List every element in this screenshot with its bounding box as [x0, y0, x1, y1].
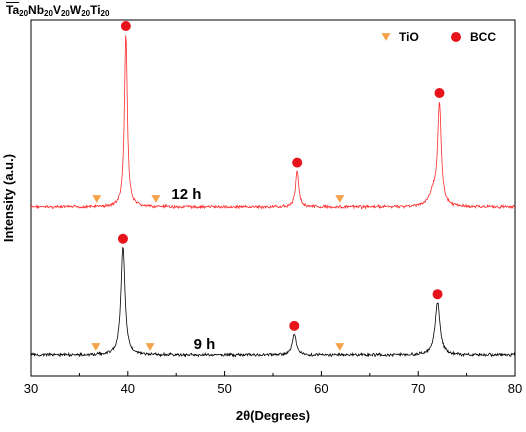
plot-border [30, 19, 516, 377]
tio-marker-icon [145, 343, 155, 351]
x-axis-title: 2θ(Degrees) [236, 408, 310, 423]
tio-marker-icon [151, 195, 161, 203]
tio-marker-icon [335, 195, 345, 203]
title-part: Nb [28, 3, 45, 17]
bcc-marker-icon [432, 289, 443, 300]
y-axis-title: Intensity (a.u.) [1, 154, 16, 242]
x-axis: 30 40 50 60 70 80 [24, 371, 522, 396]
title-part: V [52, 3, 61, 17]
x-tick-label: 30 [24, 381, 38, 396]
title-part: Ta [6, 3, 20, 17]
x-tick-label: 50 [217, 381, 231, 396]
title-part: 20 [60, 9, 70, 18]
phase-markers [91, 20, 445, 351]
legend-bcc-label: BCC [470, 30, 496, 44]
plot-frame [30, 19, 516, 377]
title-part: 20 [19, 9, 29, 18]
chart-title: Ta20Nb20V20W20Ti20 [6, 3, 109, 18]
bcc-marker-icon [289, 320, 300, 331]
trace-label-12h: 12 h [171, 186, 201, 203]
title-part: Ti [90, 3, 101, 17]
x-tick-label: 70 [411, 381, 425, 396]
x-tick-label: 40 [121, 381, 135, 396]
bcc-marker-icon [117, 233, 128, 244]
title-part: 20 [81, 9, 91, 18]
tio-marker-icon [91, 343, 101, 351]
trace-label-9h: 9 h [194, 336, 216, 353]
x-tick-label: 80 [508, 381, 522, 396]
tio-marker-icon [335, 343, 345, 351]
legend: TiO BCC [381, 30, 496, 44]
title-part: 20 [100, 9, 110, 18]
legend-bcc-marker-icon [451, 32, 461, 42]
title-part: W [69, 3, 82, 17]
trace-12h [30, 35, 516, 210]
tio-marker-icon [92, 195, 102, 203]
legend-tio-label: TiO [399, 30, 419, 44]
trace-9h [30, 246, 516, 358]
title-part: 20 [44, 9, 53, 18]
bcc-marker-icon [434, 87, 445, 98]
traces [30, 35, 516, 358]
legend-tio-marker-icon [381, 33, 391, 41]
bcc-marker-icon [292, 157, 303, 168]
x-tick-label: 60 [314, 381, 328, 396]
bcc-marker-icon [120, 20, 131, 31]
